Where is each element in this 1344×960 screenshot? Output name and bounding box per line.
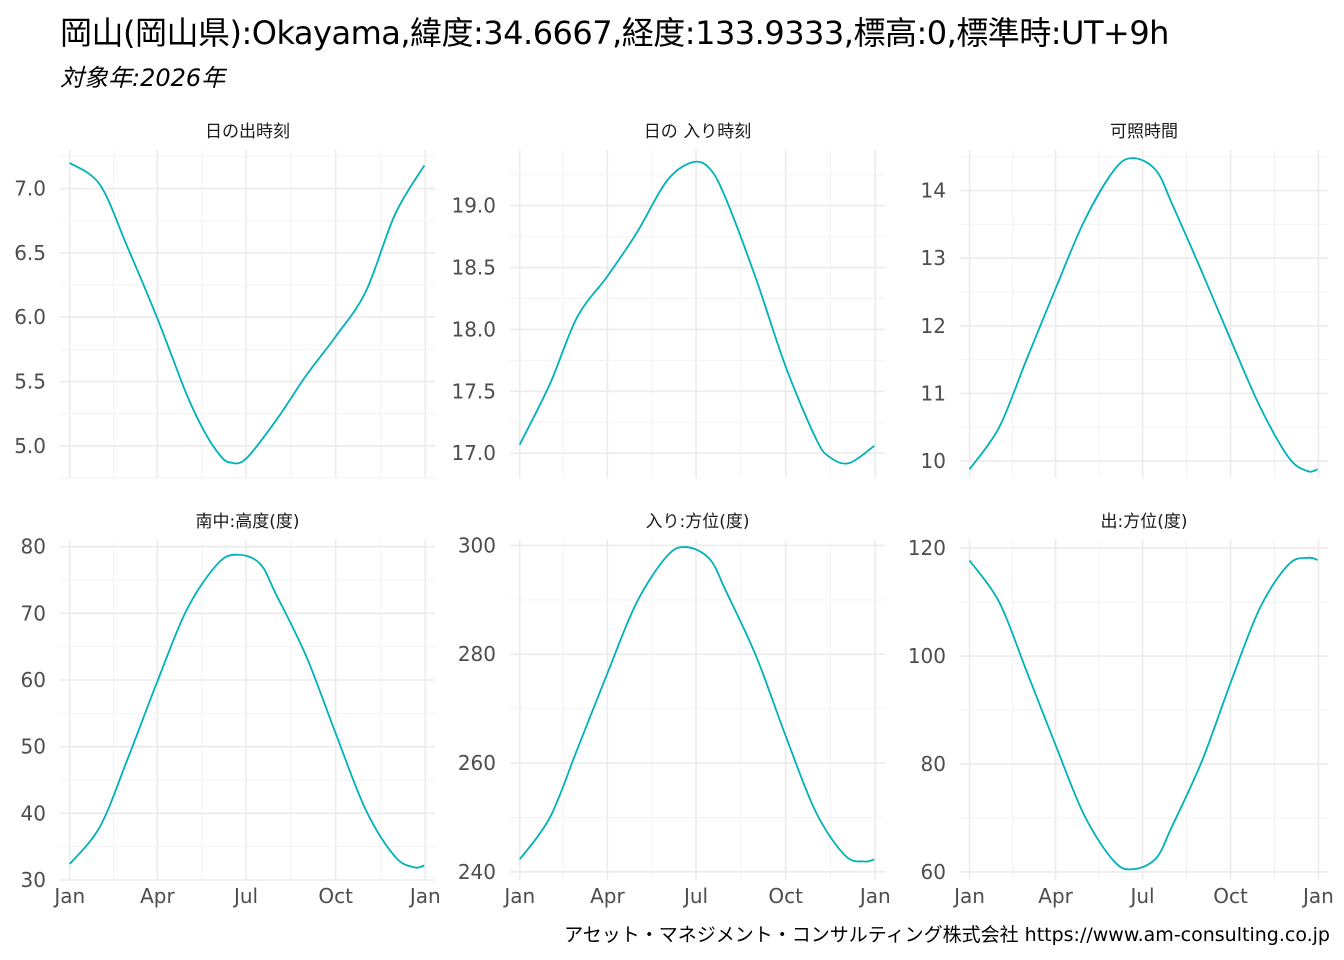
- x-tick-label: Apr: [1038, 884, 1073, 908]
- y-tick-label: 17.0: [451, 441, 496, 465]
- y-tick-label: 6.0: [14, 305, 46, 329]
- series-line: [519, 546, 875, 863]
- panel-5: 240 260 280 300 入り:方位(度) Jan Apr Jul Oct Jan: [458, 512, 891, 908]
- y-tick-label: 70: [21, 601, 46, 625]
- y-tick-label: 17.5: [451, 379, 496, 403]
- x-tick-label: Oct: [768, 884, 803, 908]
- x-tick-label: Jul: [1128, 884, 1154, 908]
- panel-title: 入り:方位(度): [646, 512, 750, 532]
- y-tick-label: 60: [921, 860, 946, 884]
- y-tick-label: 7.0: [14, 177, 46, 201]
- page-subtitle: 対象年:2026年: [60, 64, 226, 92]
- y-tick-label: 240: [458, 860, 496, 884]
- series-line: [968, 556, 1318, 871]
- y-tick-label: 40: [21, 801, 46, 825]
- y-tick-label: 5.5: [14, 370, 46, 394]
- panel-title: 日の出時刻: [205, 122, 290, 142]
- source-caption: アセット・マネジメント・コンサルティング株式会社 https://www.am-…: [564, 924, 1330, 946]
- series-line: [69, 162, 426, 465]
- y-tick-label: 260: [458, 751, 496, 775]
- y-tick-label: 50: [21, 735, 46, 759]
- x-tick-label: Jan: [502, 884, 535, 908]
- x-tick-label: Jan: [952, 884, 985, 908]
- y-tick-label: 10: [921, 449, 946, 473]
- y-tick-label: 30: [21, 868, 46, 892]
- y-tick-label: 80: [21, 535, 46, 559]
- y-tick-label: 11: [921, 381, 946, 405]
- y-tick-label: 280: [458, 642, 496, 666]
- y-tick-label: 100: [908, 644, 946, 668]
- x-tick-label: Jul: [682, 884, 708, 908]
- y-tick-label: 19.0: [451, 194, 496, 218]
- page-title: 岡山(岡山県):Okayama,緯度:34.6667,経度:133.9333,標…: [60, 14, 1169, 52]
- y-tick-label: 12: [921, 314, 946, 338]
- panel-title: 出:方位(度): [1101, 512, 1188, 532]
- x-tick-label: Jan: [858, 884, 891, 908]
- x-tick-label: Oct: [318, 884, 353, 908]
- x-tick-label: Apr: [590, 884, 625, 908]
- x-tick-label: Jul: [232, 884, 258, 908]
- panel-4: 30 40 50 60 70 80 南中:高度(度) Jan Apr Jul Oct Jan: [21, 512, 441, 908]
- panel-2: 17.0 17.5 18.0 18.5 19.0 日の 入り時刻: [451, 122, 885, 478]
- y-tick-label: 14: [921, 179, 946, 203]
- y-tick-label: 80: [921, 752, 946, 776]
- y-tick-label: 5.0: [14, 434, 46, 458]
- panel-title: 日の 入り時刻: [644, 122, 751, 142]
- panel-1: 5.0 5.5 6.0 6.5 7.0 日の出時刻: [14, 122, 435, 479]
- panel-3: 10 11 12 13 14 可照時間: [921, 122, 1328, 478]
- series-line: [69, 553, 425, 869]
- panel-title: 南中:高度(度): [196, 512, 300, 532]
- y-tick-label: 18.0: [451, 317, 496, 341]
- y-tick-label: 300: [458, 533, 496, 557]
- x-tick-label: Jan: [1301, 884, 1334, 908]
- y-tick-label: 18.5: [451, 256, 496, 280]
- panel-6: 60 80 100 120 出:方位(度) Jan Apr Jul Oct Jan: [908, 512, 1334, 908]
- series-line: [518, 160, 875, 465]
- series-line: [968, 157, 1318, 473]
- y-tick-label: 6.5: [14, 241, 46, 265]
- y-tick-label: 13: [921, 246, 946, 270]
- x-tick-label: Oct: [1213, 884, 1248, 908]
- y-tick-label: 120: [908, 536, 946, 560]
- panel-title: 可照時間: [1110, 122, 1178, 142]
- x-tick-label: Jan: [408, 884, 441, 908]
- x-tick-label: Jan: [52, 884, 85, 908]
- y-tick-label: 60: [21, 668, 46, 692]
- x-tick-label: Apr: [140, 884, 175, 908]
